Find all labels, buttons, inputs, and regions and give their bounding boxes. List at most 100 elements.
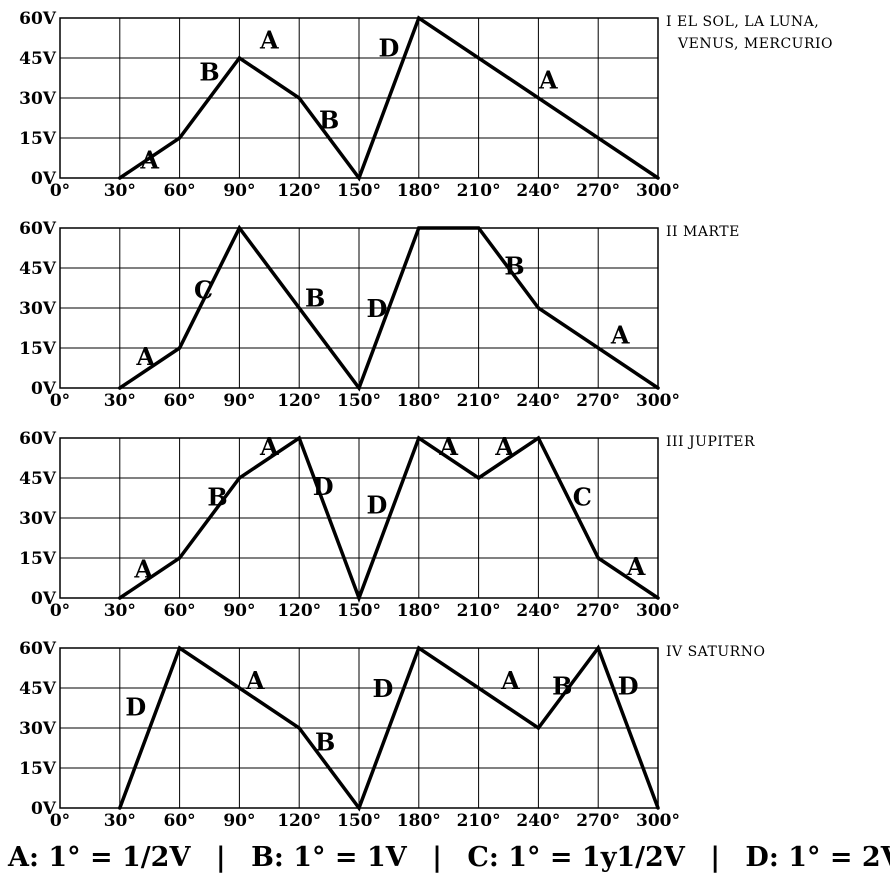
series-line (118, 435, 660, 603)
panel-title: II MARTE (666, 224, 740, 240)
segment-label: A (259, 25, 279, 54)
segment-label: A (135, 342, 155, 371)
y-tick-label: 0V (31, 589, 57, 609)
x-tick-label: 90° (223, 181, 255, 201)
segment-label: B (305, 283, 325, 312)
chart-panel: 0V 15V 30V 45V 60V 0° 30° 60° 90° 120° 150° 180° 210… (19, 429, 754, 621)
x-tick-label: 240° (516, 601, 560, 621)
segment-label: A (133, 555, 153, 584)
segment-label: A (259, 432, 279, 461)
series-line (118, 15, 660, 182)
y-tick-label: 45V (19, 49, 57, 69)
legend: A: 1° = 1/2V | B: 1° = 1V | C: 1° = 1y1/… (8, 842, 890, 873)
x-tick-label: 60° (164, 811, 196, 831)
segment-label: D (313, 472, 334, 501)
segment-label: B (504, 251, 524, 280)
segment-label: A (610, 321, 630, 350)
series-line (118, 224, 660, 392)
x-tick-label: 300° (636, 391, 680, 411)
x-tick-label: 150° (337, 181, 381, 201)
chart-panels: 0V 15V 30V 45V 60V 0° 30° 60° 90° 120° 150° 180° 210… (19, 9, 833, 831)
x-tick-label: 180° (397, 181, 441, 201)
y-tick-label: 60V (19, 9, 57, 29)
y-tick-label: 30V (19, 299, 57, 319)
segment-label: A (538, 65, 558, 94)
y-tick-label: 15V (19, 759, 57, 779)
x-tick-label: 30° (104, 811, 136, 831)
segment-label: D (618, 671, 639, 700)
segment-label: D (367, 294, 388, 323)
segment-label: A (626, 552, 646, 581)
segment-label: B (319, 105, 339, 134)
segment-label: C (573, 483, 592, 512)
y-tick-label: 0V (31, 169, 57, 189)
segment-label: A (139, 145, 159, 174)
legend-separator: | (432, 842, 442, 873)
y-tick-label: 30V (19, 719, 57, 739)
y-tick-label: 60V (19, 219, 57, 239)
x-tick-label: 240° (516, 181, 560, 201)
x-tick-label: 150° (337, 601, 381, 621)
segment-label: B (199, 57, 219, 86)
x-tick-label: 210° (457, 391, 501, 411)
y-tick-label: 45V (19, 679, 57, 699)
x-tick-label: 0° (50, 601, 70, 621)
x-tick-label: 240° (516, 391, 560, 411)
x-tick-label: 300° (636, 811, 680, 831)
y-tick-label: 45V (19, 469, 57, 489)
panel-title: VENUS, MERCURIO (677, 36, 833, 52)
legend-item-b: B: 1° = 1V (251, 842, 407, 873)
chart-panel: 0V 15V 30V 45V 60V 0° 30° 60° 90° 120° 150° 180° 210… (19, 639, 765, 831)
x-tick-label: 240° (516, 811, 560, 831)
x-tick-label: 180° (397, 601, 441, 621)
x-tick-label: 120° (277, 181, 321, 201)
segment-label: D (373, 674, 394, 703)
y-tick-label: 30V (19, 509, 57, 529)
legend-separator: | (215, 842, 226, 873)
y-tick-label: 60V (19, 639, 57, 659)
x-tick-label: 30° (104, 391, 136, 411)
x-tick-label: 90° (223, 811, 255, 831)
y-tick-label: 0V (31, 799, 57, 819)
x-tick-label: 210° (457, 181, 501, 201)
y-tick-label: 60V (19, 429, 57, 449)
x-tick-label: 30° (104, 601, 136, 621)
x-tick-label: 90° (223, 601, 255, 621)
x-tick-label: 120° (277, 811, 321, 831)
segment-label: D (125, 693, 146, 722)
y-tick-label: 0V (31, 379, 57, 399)
x-tick-label: 150° (337, 811, 381, 831)
x-tick-label: 120° (277, 391, 321, 411)
x-tick-label: 180° (397, 811, 441, 831)
chart-panel: 0V 15V 30V 45V 60V 0° 30° 60° 90° 120° 150° 180° 210… (19, 9, 833, 201)
x-tick-label: 150° (337, 391, 381, 411)
x-tick-label: 0° (50, 811, 70, 831)
x-tick-label: 210° (457, 601, 501, 621)
chart-panel: 0V 15V 30V 45V 60V 0° 30° 60° 90° 120° 150° 180° 210… (19, 219, 740, 411)
legend-separator: | (710, 842, 721, 873)
segment-label: B (315, 727, 335, 756)
x-tick-label: 270° (576, 601, 620, 621)
segment-label: A (438, 432, 458, 461)
segment-label: D (367, 491, 388, 520)
segment-label: B (552, 671, 572, 700)
y-tick-label: 30V (19, 89, 57, 109)
y-tick-label: 15V (19, 339, 57, 359)
panel-title: I EL SOL, LA LUNA, (666, 14, 819, 30)
x-tick-label: 270° (576, 811, 620, 831)
x-tick-label: 270° (576, 391, 620, 411)
x-tick-label: 60° (164, 601, 196, 621)
segment-label: A (500, 666, 520, 695)
segment-label: B (207, 483, 227, 512)
legend-item-d: D: 1° = 2V (745, 842, 890, 873)
y-tick-label: 15V (19, 549, 57, 569)
segment-label: A (245, 666, 265, 695)
y-tick-label: 15V (19, 129, 57, 149)
x-tick-label: 60° (164, 391, 196, 411)
segment-label: A (494, 432, 514, 461)
x-tick-label: 90° (223, 391, 255, 411)
x-tick-label: 210° (457, 811, 501, 831)
x-tick-label: 180° (397, 391, 441, 411)
x-tick-label: 120° (277, 601, 321, 621)
